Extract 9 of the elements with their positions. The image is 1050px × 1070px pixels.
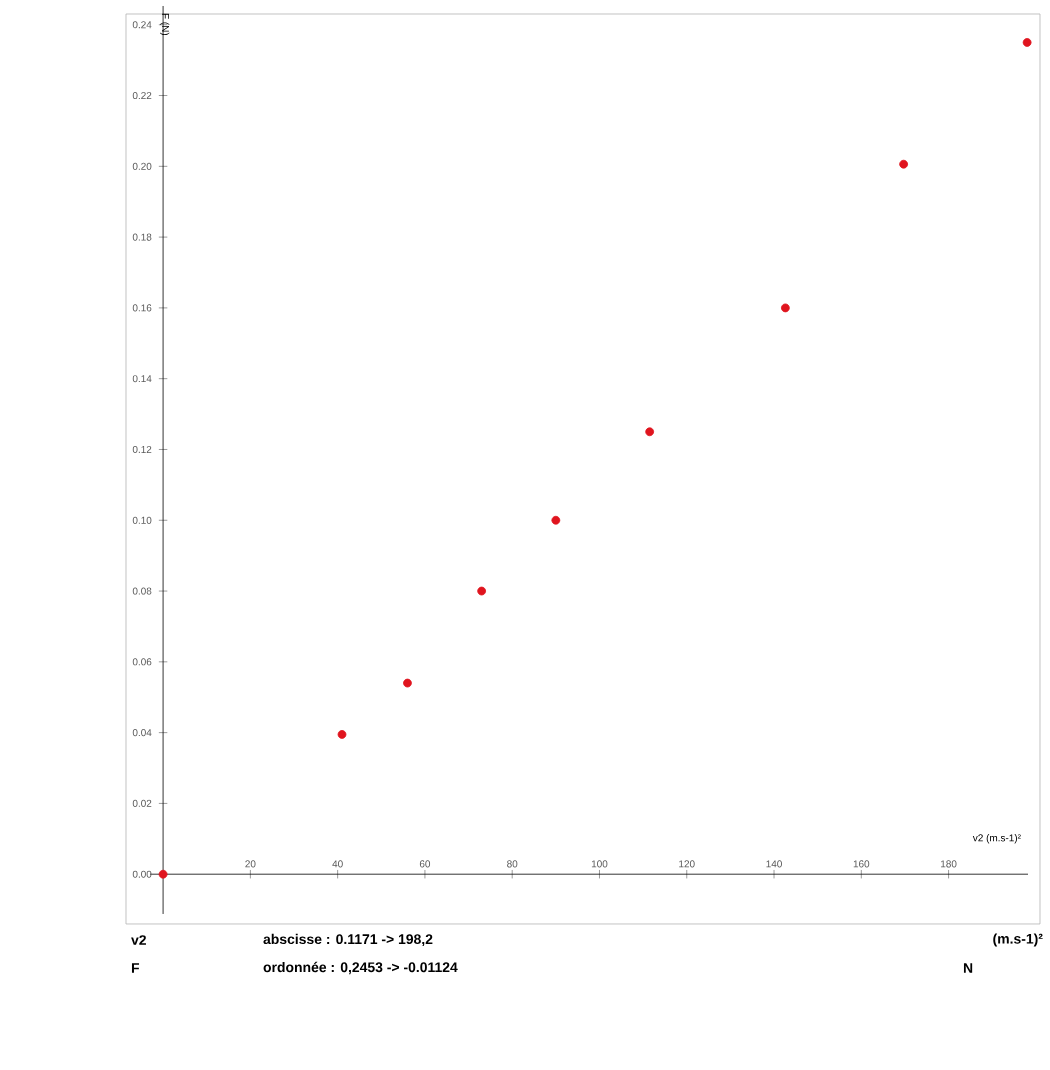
point: [477, 586, 487, 596]
point: [780, 303, 790, 313]
point: [158, 869, 168, 879]
point: [645, 427, 655, 437]
point: [899, 159, 909, 169]
point: [337, 730, 347, 739]
point: [551, 515, 561, 525]
point: [403, 678, 412, 688]
point: [1022, 38, 1032, 47]
